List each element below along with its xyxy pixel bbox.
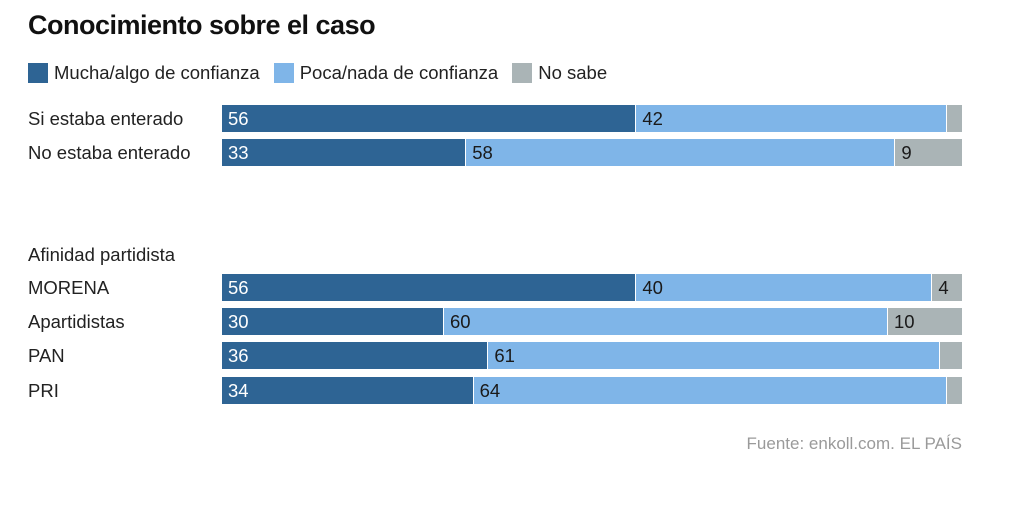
legend-swatch-mucha (28, 63, 48, 83)
bar-segment-poca: 58 (466, 139, 896, 166)
bar-row: 34 64 (222, 377, 962, 404)
bar-segment-mucha: 36 (222, 342, 489, 369)
bar-segment-nosabe: 4 (932, 274, 962, 301)
bar-segment-poca: 42 (636, 105, 948, 132)
data-label: 61 (494, 345, 515, 366)
data-label: 34 (228, 380, 249, 401)
data-label: 64 (479, 380, 501, 401)
data-label: 40 (642, 277, 663, 298)
data-label: 4 (938, 277, 949, 298)
bar-segment-mucha: 56 (222, 105, 637, 132)
data-label: 42 (642, 108, 663, 129)
row-label: Si estaba enterado (28, 108, 184, 129)
bar-segment-nosabe (947, 377, 962, 404)
data-label: 56 (228, 108, 249, 129)
row-label: PRI (28, 380, 59, 401)
row-label: MORENA (28, 277, 110, 298)
bar-segment-nosabe: 10 (888, 308, 962, 335)
legend-item-mucha: Mucha/algo de confianza (28, 62, 260, 84)
bar-segment-mucha: 34 (222, 377, 474, 404)
bar-segment-mucha: 30 (222, 308, 444, 335)
bar-segment-poca: 64 (473, 377, 948, 404)
data-label: 60 (450, 311, 471, 332)
legend: Mucha/algo de confianza Poca/nada de con… (28, 61, 621, 85)
legend-label-nosabe: No sabe (538, 62, 608, 83)
row-label: PAN (28, 345, 65, 366)
legend-label-mucha: Mucha/algo de confianza (54, 62, 260, 83)
row-label: No estaba enterado (28, 142, 191, 163)
data-label: 36 (228, 345, 249, 366)
data-label: 10 (894, 311, 915, 332)
source-credit: Fuente: enkoll.com. EL PAÍS (746, 434, 962, 453)
bar-segment-mucha: 56 (222, 274, 637, 301)
data-label: 56 (228, 277, 249, 298)
bar-row: 36 61 (222, 342, 962, 369)
legend-swatch-nosabe (512, 63, 533, 83)
bar-segment-poca: 61 (488, 342, 940, 369)
bar-segment-nosabe (939, 342, 962, 369)
bar-row: 33 58 9 (222, 139, 962, 166)
legend-item-poca: Poca/nada de confianza (273, 62, 499, 84)
bar-row: 30 60 10 (222, 308, 962, 335)
bar-segment-nosabe: 9 (895, 139, 962, 166)
data-label: 33 (228, 142, 249, 163)
bar-row: 56 42 (222, 105, 962, 132)
data-label: 30 (228, 311, 249, 332)
row-label: Apartidistas (28, 311, 125, 332)
chart-title: Conocimiento sobre el caso (28, 10, 376, 40)
bar-segment-poca: 60 (444, 308, 888, 335)
legend-label-poca: Poca/nada de confianza (299, 62, 499, 83)
data-label: 58 (472, 142, 493, 163)
legend-swatch-poca (273, 63, 294, 83)
legend-item-nosabe: No sabe (512, 62, 607, 84)
bar-segment-mucha: 33 (222, 139, 467, 166)
bar-row: 56 40 4 (222, 274, 962, 301)
bar-segment-poca: 40 (636, 274, 933, 301)
group-label: Afinidad partidista (28, 244, 176, 265)
data-label: 9 (901, 142, 912, 163)
bar-segment-nosabe (947, 105, 962, 132)
